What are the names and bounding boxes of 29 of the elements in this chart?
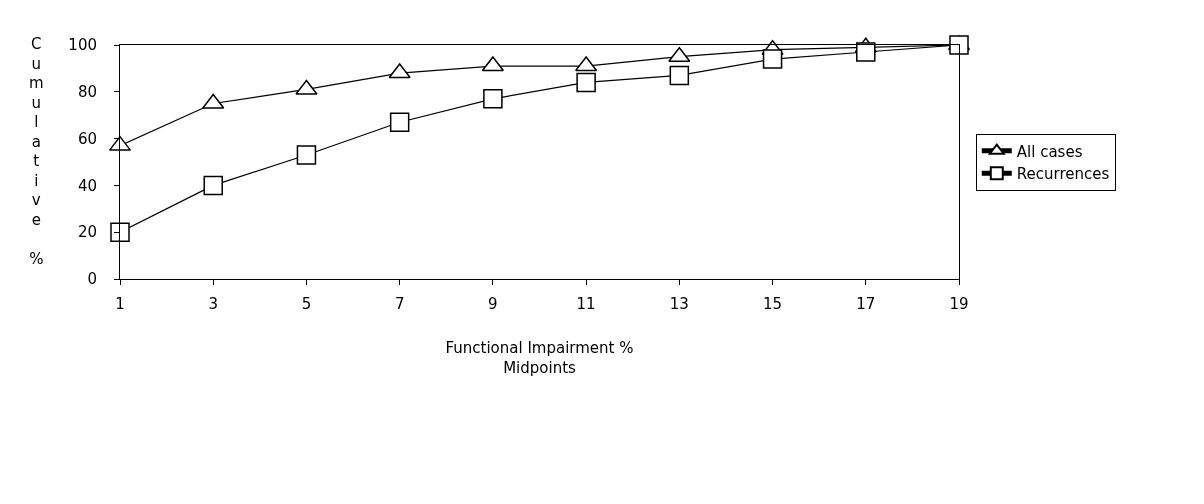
point: [296, 145, 317, 165]
point: [110, 222, 130, 242]
x-axis-title: Functional Impairment % Midpoints: [445, 339, 634, 377]
point: [669, 65, 690, 86]
x-tick-label: 19: [949, 295, 969, 313]
point: [576, 72, 596, 93]
y-tick-label: 20: [77, 223, 97, 242]
y-tick-label: 0: [87, 270, 97, 289]
x-tick-label: 11: [576, 295, 596, 313]
y-tick-label: 100: [68, 36, 97, 55]
x-tick-label: 15: [763, 295, 783, 313]
point: [856, 42, 876, 62]
point: [762, 49, 783, 69]
x-tick-label: 3: [208, 295, 218, 313]
x-tick-label: 13: [669, 295, 689, 313]
y-tick-label: 40: [77, 176, 97, 195]
y-tick-label: 60: [77, 129, 97, 148]
x-tick-label: 1: [115, 295, 125, 313]
x-tick-label: 5: [301, 295, 312, 313]
x-tick-label: 17: [856, 295, 876, 313]
x-tick-label: 7: [394, 295, 405, 313]
point: [203, 175, 223, 196]
legend-label: Recurrences: [1016, 165, 1110, 184]
point: [389, 112, 410, 132]
legend-label: All cases: [1016, 142, 1083, 161]
y-tick-label: 80: [77, 83, 97, 102]
point: [483, 89, 503, 109]
text: Cumulative %: [29, 35, 44, 268]
x-tick-label: 9: [488, 295, 498, 313]
